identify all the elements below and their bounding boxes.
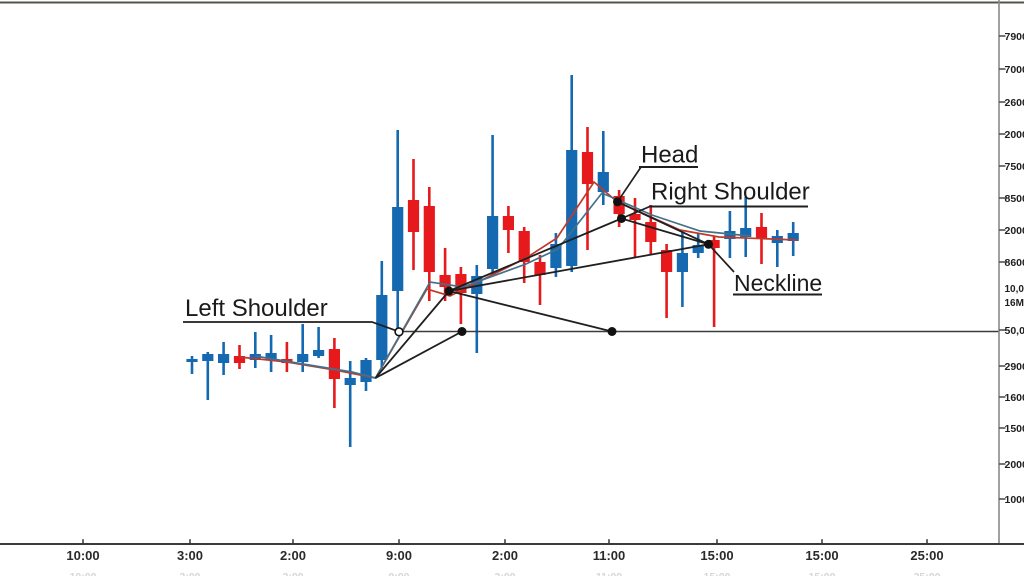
svg-text:2600: 2600 (1005, 97, 1024, 109)
svg-text:10,00: 10,00 (1005, 284, 1024, 295)
svg-text:3:00: 3:00 (177, 548, 203, 563)
svg-text:9:00: 9:00 (386, 548, 412, 563)
svg-text:Neckline: Neckline (734, 270, 822, 296)
svg-text:2000: 2000 (1005, 129, 1024, 141)
svg-text:10:00: 10:00 (70, 571, 97, 576)
svg-text:2000: 2000 (1005, 225, 1024, 237)
svg-text:15:00: 15:00 (805, 548, 838, 563)
svg-text:15:00: 15:00 (704, 571, 731, 576)
svg-text:8600: 8600 (1005, 257, 1024, 269)
svg-text:25:00: 25:00 (914, 571, 941, 576)
svg-text:50,0: 50,0 (1005, 325, 1024, 337)
svg-text:1000: 1000 (1005, 494, 1024, 506)
svg-text:25:00: 25:00 (910, 548, 943, 563)
svg-text:15:00: 15:00 (700, 548, 733, 563)
svg-text:8500: 8500 (1005, 193, 1024, 205)
svg-text:11:00: 11:00 (596, 571, 622, 576)
svg-text:7000: 7000 (1005, 64, 1024, 76)
svg-text:2000: 2000 (1005, 459, 1024, 471)
svg-text:2:00: 2:00 (280, 548, 306, 563)
svg-text:16M: 16M (1005, 298, 1024, 309)
svg-text:2:00: 2:00 (494, 571, 515, 576)
svg-text:1600: 1600 (1005, 392, 1024, 404)
svg-text:2:00: 2:00 (282, 571, 303, 576)
svg-text:Left Shoulder: Left Shoulder (185, 295, 328, 322)
svg-text:Head: Head (641, 142, 698, 169)
svg-text:1500: 1500 (1005, 423, 1024, 435)
svg-text:2:00: 2:00 (492, 548, 518, 563)
svg-text:3:00: 3:00 (179, 571, 200, 576)
svg-text:2900: 2900 (1005, 361, 1024, 373)
svg-text:7500: 7500 (1005, 161, 1024, 173)
svg-text:7900: 7900 (1005, 31, 1024, 43)
svg-text:15:00: 15:00 (809, 571, 836, 576)
svg-text:9:00: 9:00 (388, 571, 409, 576)
svg-text:Right Shoulder: Right Shoulder (651, 179, 810, 206)
svg-text:10:00: 10:00 (66, 548, 99, 563)
svg-text:11:00: 11:00 (593, 548, 626, 563)
